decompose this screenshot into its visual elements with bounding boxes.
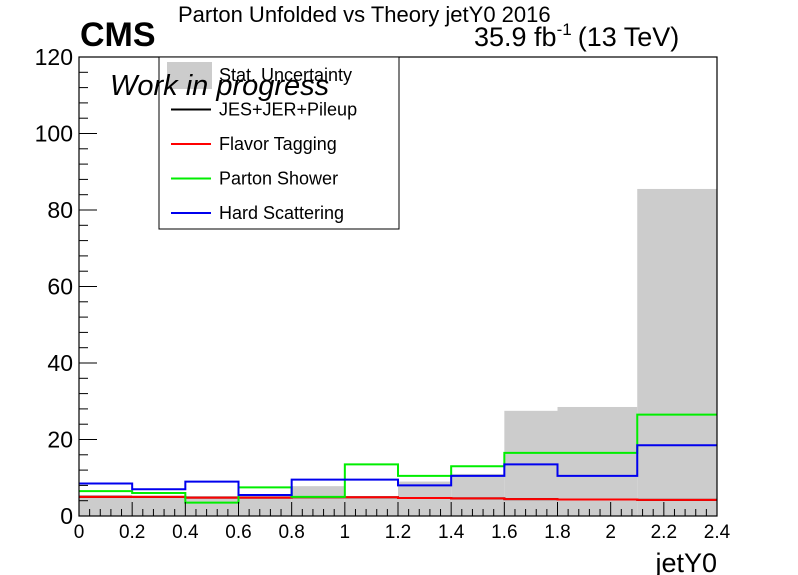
legend-entry-label: JES+JER+Pileup [219,100,357,120]
status-label: Work in progress [110,70,329,102]
x-tick-label: 1.6 [491,522,517,543]
cms-label: CMS [80,16,156,54]
y-tick-label: 120 [35,44,73,70]
x-tick-label: 0.2 [119,522,145,543]
x-tick-label: 1 [340,522,351,543]
legend-entry-label: Stat. Uncertainty [219,65,352,85]
stat-uncertainty-bars [79,188,717,516]
energy-label: (13 TeV) [578,22,680,52]
stat-uncertainty-bar [291,486,345,516]
parton-shower-line [79,413,717,504]
x-tick-label: 1.2 [385,522,411,543]
stat-uncertainty-bar [79,494,133,516]
x-tick-label: 0.6 [225,522,251,543]
x-tick-label: 1.4 [438,522,465,543]
lumi-unit-exponent: -1 [557,20,572,39]
x-tick-label: 0.4 [172,522,199,543]
y-tick-label: 60 [47,274,73,300]
stat-uncertainty-bar [344,496,398,516]
y-tick-label: 0 [60,503,73,529]
stat-uncertainty-bar [637,188,717,516]
legend-entry-label: Parton Shower [219,169,338,189]
y-tick-label: 100 [35,121,73,147]
x-tick-label: 2.4 [704,522,731,543]
legend-swatch-fill [167,62,212,89]
lumi-label: 35.9 fb-1 (13 TeV) [474,20,679,52]
axes: 0 0.2 0.4 0.6 0.8 1 1.2 1.4 1.6 1.8 2 2.2 2.4 0 20 40 60… [35,44,731,543]
y-tick-label: 40 [47,350,73,376]
x-tick-label: 2.2 [651,522,677,543]
x-tick-label: 1.8 [544,522,570,543]
stat-uncertainty-bar [185,496,239,516]
lumi-value: 35.9 fb [474,22,557,52]
stat-uncertainty-bar [451,473,505,516]
x-tick-label: 2 [605,522,616,543]
legend: Stat. Uncertainty JES+JER+Pileup Flavor Ta… [158,56,400,230]
stat-uncertainty-bar [132,496,186,516]
y-tick-label: 80 [47,197,73,223]
chart-title: Parton Unfolded vs Theory jetY0 2016 [178,2,551,27]
y-tick-label: 20 [47,427,73,453]
stat-uncertainty-bar [238,495,292,516]
stat-uncertainty-bar [557,406,638,516]
x-tick-label: 0 [74,522,85,543]
legend-entry-label: Hard Scattering [219,203,344,223]
hard-scattering-line [79,444,717,496]
series-lines [79,413,717,504]
x-tick-label: 0.8 [278,522,304,543]
x-axis-label: jetY0 [654,548,717,575]
legend-entry-label: Flavor Tagging [219,134,337,154]
